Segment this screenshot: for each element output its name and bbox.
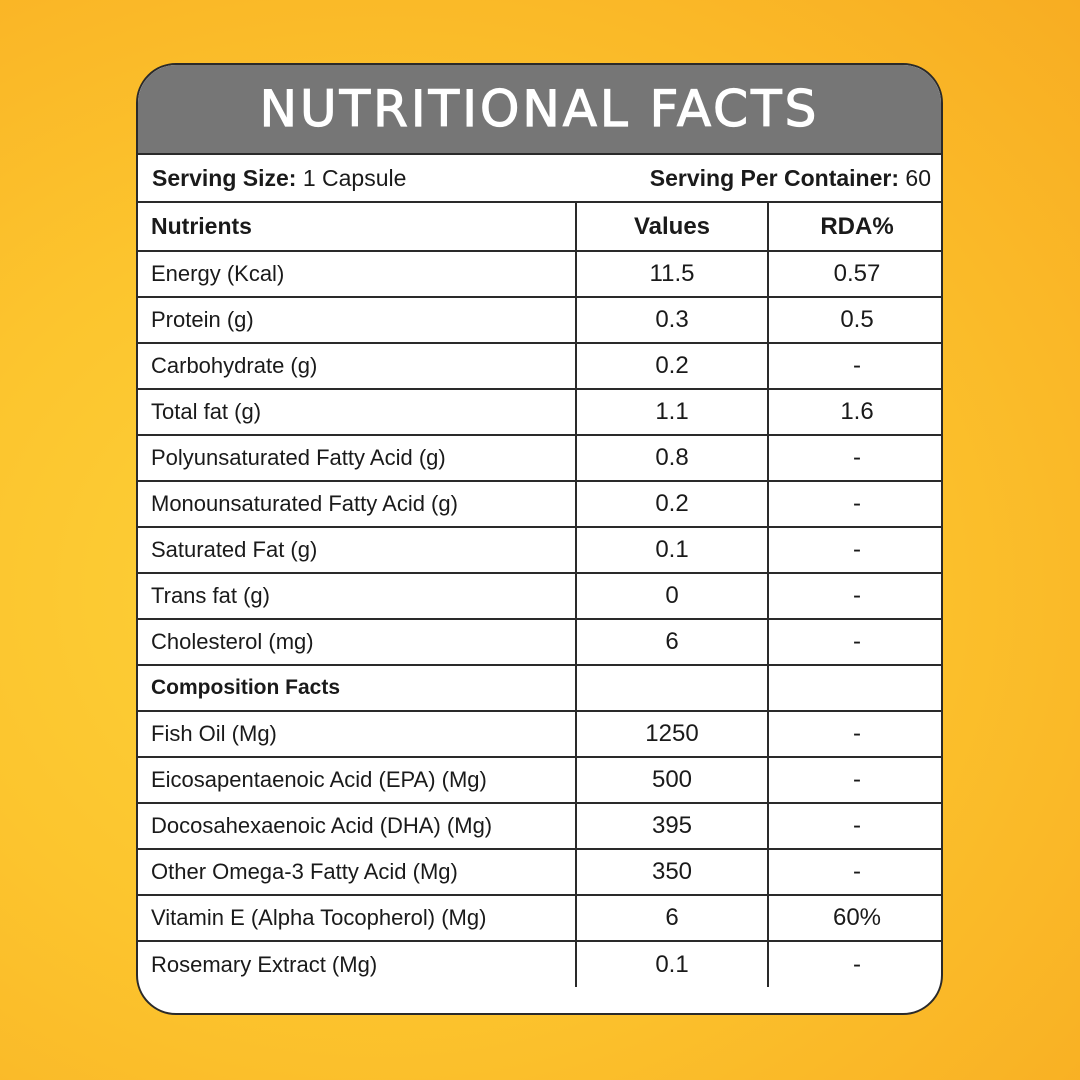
composition-facts-heading: Composition Facts: [138, 665, 576, 712]
column-header-nutrients: Nutrients: [138, 203, 576, 252]
composition-name: Rosemary Extract (Mg): [151, 951, 378, 977]
composition-value: 6: [575, 895, 768, 942]
nutrient-value: 0.8: [575, 435, 768, 482]
composition-value: 1250: [575, 711, 768, 758]
composition-rda: -: [767, 941, 941, 987]
composition-name: Other Omega-3 Fatty Acid (Mg): [138, 849, 576, 896]
table-row: Other Omega-3 Fatty Acid (Mg) 350 -: [138, 849, 941, 896]
table-row: Eicosapentaenoic Acid (EPA) (Mg) 500 -: [138, 757, 941, 804]
nutrient-value: 0.1: [575, 527, 768, 574]
composition-value: 395: [575, 803, 768, 850]
table-header-row: Nutrients Values RDA%: [138, 203, 941, 252]
nutrient-rda: -: [767, 619, 941, 666]
composition-value: 500: [575, 757, 768, 804]
composition-rda: 60%: [767, 895, 941, 942]
composition-rda: -: [767, 803, 941, 850]
nutrient-rda: -: [767, 527, 941, 574]
table-row: Saturated Fat (g) 0.1 -: [138, 527, 941, 574]
table-row: Carbohydrate (g) 0.2 -: [138, 343, 941, 390]
nutrient-rda: -: [767, 343, 941, 390]
table-row: Trans fat (g) 0 -: [138, 573, 941, 620]
nutrition-facts-card: NUTRITIONAL FACTS Serving Size: 1 Capsul…: [136, 63, 943, 1015]
section-empty-cell: [575, 665, 768, 712]
composition-rda: -: [767, 711, 941, 758]
nutrient-rda: 0.5: [767, 297, 941, 344]
table-row: Cholesterol (mg) 6 -: [138, 619, 941, 666]
nutrient-name: Carbohydrate (g): [138, 343, 576, 390]
column-header-rda: RDA%: [767, 203, 941, 252]
table-row: Polyunsaturated Fatty Acid (g) 0.8 -: [138, 435, 941, 482]
nutrient-name: Monounsaturated Fatty Acid (g): [138, 481, 576, 528]
nutrient-value: 0.2: [575, 343, 768, 390]
nutrient-rda: -: [767, 481, 941, 528]
nutrient-rda: -: [767, 435, 941, 482]
column-header-values: Values: [575, 203, 768, 252]
nutrient-name: Saturated Fat (g): [138, 527, 576, 574]
composition-rda: -: [767, 849, 941, 896]
nutrient-name: Trans fat (g): [138, 573, 576, 620]
nutrient-value: 6: [575, 619, 768, 666]
table-row: Total fat (g) 1.1 1.6: [138, 389, 941, 436]
title-bar: NUTRITIONAL FACTS: [138, 65, 941, 155]
nutrient-value: 11.5: [575, 251, 768, 298]
table-row: Energy (Kcal) 11.5 0.57: [138, 251, 941, 298]
composition-name: Fish Oil (Mg): [138, 711, 576, 758]
serving-size-label: Serving Size:: [152, 164, 297, 191]
composition-rda: -: [767, 757, 941, 804]
composition-value: 350: [575, 849, 768, 896]
table-row: Protein (g) 0.3 0.5: [138, 297, 941, 344]
nutrient-rda: -: [767, 573, 941, 620]
nutrient-name: Protein (g): [138, 297, 576, 344]
composition-name: Vitamin E (Alpha Tocopherol) (Mg): [138, 895, 576, 942]
nutrients-table: Nutrients Values RDA% Energy (Kcal) 11.5…: [138, 203, 941, 987]
table-row: Monounsaturated Fatty Acid (g) 0.2 -: [138, 481, 941, 528]
nutrient-name: Total fat (g): [138, 389, 576, 436]
composition-name: Docosahexaenoic Acid (DHA) (Mg): [138, 803, 576, 850]
nutrient-value: 1.1: [575, 389, 768, 436]
section-header-row: Composition Facts: [138, 665, 941, 712]
page-title: NUTRITIONAL FACTS: [259, 79, 820, 138]
serving-info-row: Serving Size: 1 Capsule Serving Per Cont…: [138, 155, 941, 203]
nutrient-name: Cholesterol (mg): [138, 619, 576, 666]
nutrient-rda: 1.6: [767, 389, 941, 436]
table-row: Fish Oil (Mg) 1250 -: [138, 711, 941, 758]
nutrient-value: 0.2: [575, 481, 768, 528]
serving-size-value: 1 Capsule: [302, 164, 407, 191]
composition-name: Eicosapentaenoic Acid (EPA) (Mg): [138, 757, 576, 804]
table-row: Docosahexaenoic Acid (DHA) (Mg) 395 -: [138, 803, 941, 850]
nutrient-value: 0.3: [575, 297, 768, 344]
serving-size: Serving Size: 1 Capsule: [152, 165, 406, 192]
table-row: Vitamin E (Alpha Tocopherol) (Mg) 6 60%: [138, 895, 941, 942]
serving-per-container: Serving Per Container: 60: [650, 165, 931, 192]
composition-value: 0.1: [575, 941, 768, 987]
serving-per-container-label: Serving Per Container:: [649, 164, 900, 191]
serving-per-container-value: 60: [905, 164, 931, 191]
section-empty-cell: [767, 665, 941, 712]
nutrient-name: Polyunsaturated Fatty Acid (g): [138, 435, 576, 482]
table-row: Rosemary Extract (Mg) 0.1 -: [138, 941, 941, 987]
nutrient-rda: 0.57: [767, 251, 941, 298]
nutrient-name: Energy (Kcal): [138, 251, 576, 298]
nutrient-value: 0: [575, 573, 768, 620]
